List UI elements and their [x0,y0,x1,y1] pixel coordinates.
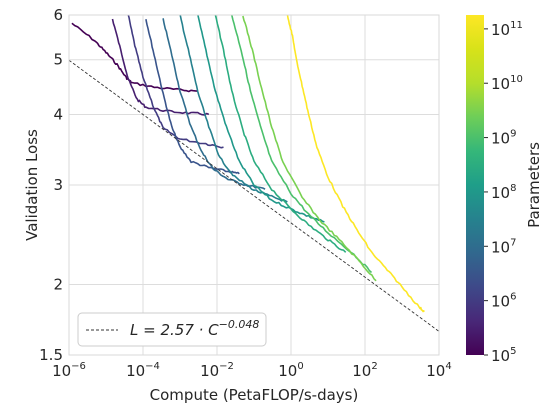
x-tick-label: 10−2 [200,361,234,380]
colorbar-tick-label: 106 [491,292,516,311]
series-line-6 [197,15,325,223]
colorbar-tick-label: 1011 [491,20,523,39]
colorbar-tick-label: 108 [491,183,516,202]
colorbar-tick-label: 107 [491,237,516,256]
x-tick-label: 100 [278,361,303,380]
y-tick-label: 3 [53,176,63,194]
series-line-10 [286,15,425,313]
frontier-line [69,59,439,332]
series-line-2 [127,15,224,149]
series-line-7 [214,15,347,253]
y-tick-label: 2 [53,275,63,293]
plot-frame [68,14,440,356]
y-tick-label: 6 [53,6,63,24]
y-tick-label: 5 [53,51,63,69]
colorbar-tick-label: 109 [491,129,516,148]
series-line-8 [230,15,373,274]
legend: L = 2.57 · C−0.048 [77,312,267,347]
y-tick-label: 4 [53,105,63,123]
colorbar-tick-label: 1010 [491,74,523,93]
series-line-1 [111,18,210,116]
y-tick-label: 1.5 [39,346,63,364]
x-tick-label: 102 [352,361,377,380]
x-tick-labels: 10−6 10−4 10−2 100 102 104 [52,361,452,380]
legend-box [77,312,267,347]
x-tick-label: 10−4 [126,361,160,380]
x-tick-label: 10−6 [52,361,86,380]
legend-frontier-label: L = 2.57 · C−0.048 [130,318,259,339]
series-line-9 [242,15,377,282]
x-axis-label: Compute (PetaFLOP/s-days) [150,386,359,404]
colorbar [466,15,484,355]
y-axis-label: Validation Loss [23,129,41,241]
x-tick-label: 104 [426,361,451,380]
y-tick-labels: 1.5 2 3 4 5 6 [39,6,63,364]
series-line-3 [145,19,240,175]
colorbar-tick-label: 105 [491,346,516,365]
colorbar-tick-labels: 105 106 107 108 109 1010 1011 [484,20,523,365]
colorbar-label: Parameters [525,142,543,228]
frontier-line-group [69,59,439,332]
series-lines [71,15,425,313]
series-line-5 [179,15,288,203]
series-line-4 [162,18,266,190]
series-line-0 [71,22,198,93]
